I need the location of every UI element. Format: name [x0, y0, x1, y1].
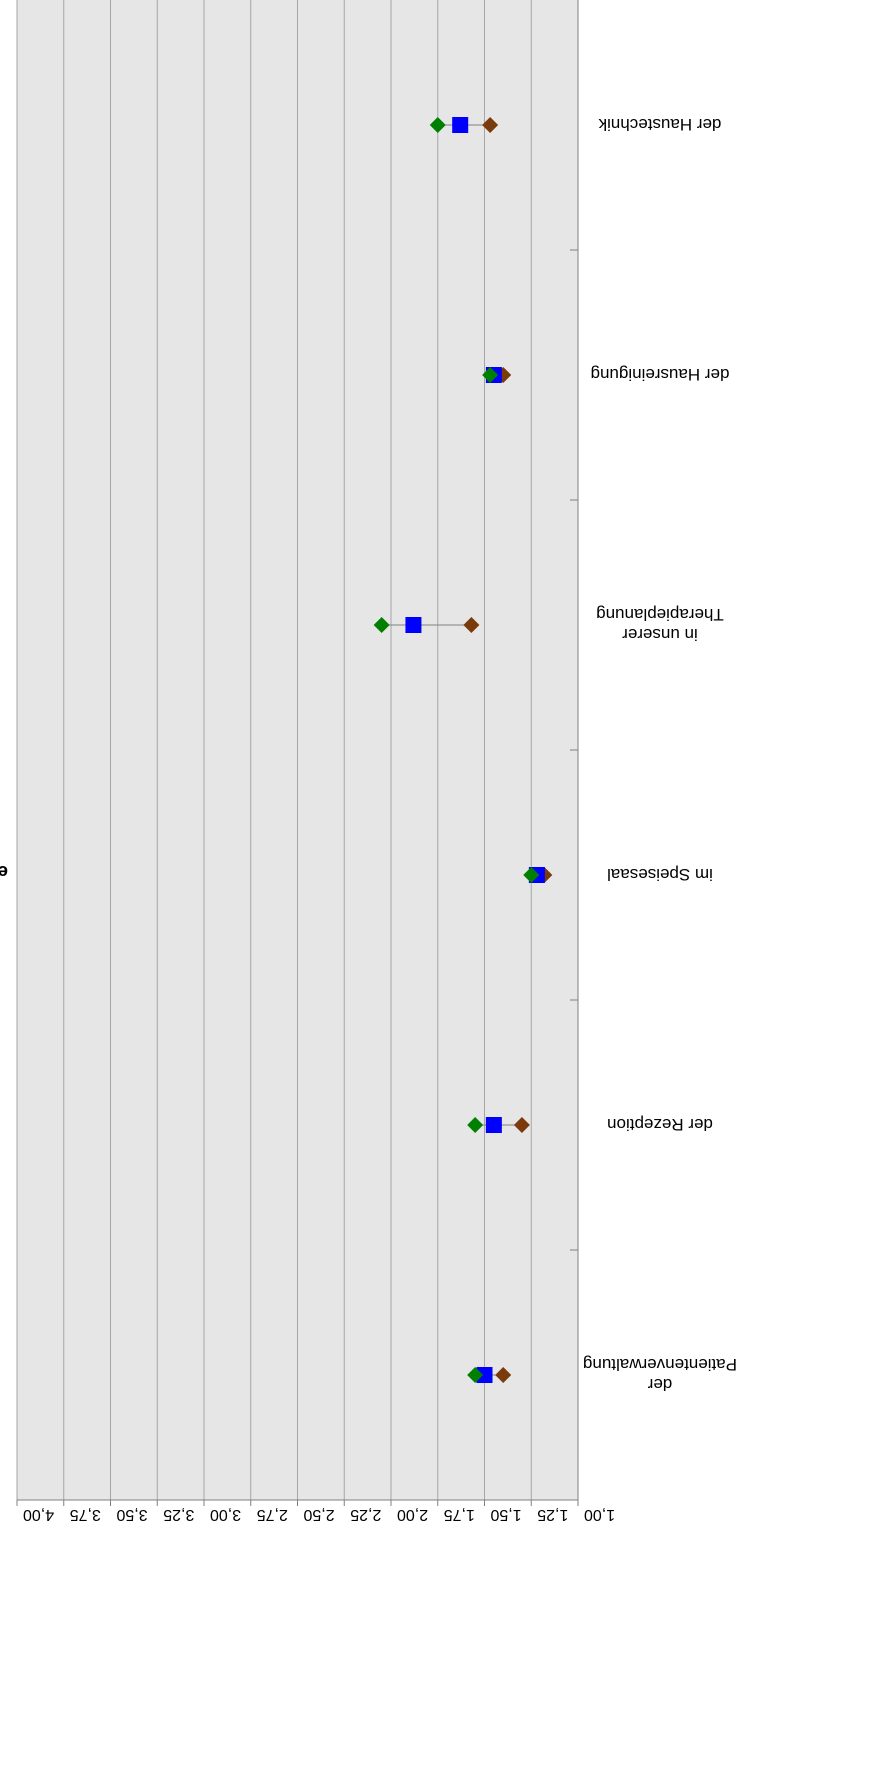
data-point-diamond [523, 867, 540, 883]
value-tick-label: 2,50 [303, 1506, 334, 1523]
category-label: in unsererTherapieplanung [596, 605, 724, 644]
value-tick-label: 2,00 [397, 1506, 428, 1523]
data-point-diamond [513, 1117, 530, 1133]
value-tick-label: 2,25 [350, 1506, 381, 1523]
value-tick-label: 3,50 [116, 1506, 147, 1523]
data-markers [373, 117, 553, 1383]
value-tick-label: 4,00 [23, 1506, 54, 1523]
category-label: der Hausreinigung [591, 365, 730, 384]
data-point-diamond [373, 617, 390, 633]
category-label: im Speisesaal [607, 865, 713, 884]
value-tick-label: 1,00 [584, 1506, 615, 1523]
value-tick-label: 3,00 [210, 1506, 241, 1523]
data-point-square [452, 117, 469, 133]
data-point-diamond [482, 117, 499, 133]
partial-edge-label: e [0, 862, 8, 882]
value-tick-label: 3,25 [163, 1506, 194, 1523]
data-point-diamond [467, 1367, 484, 1383]
data-point-square [405, 617, 422, 633]
data-point-square [476, 1367, 493, 1383]
data-point-diamond [467, 1117, 484, 1133]
value-tick-label: 1,25 [537, 1506, 568, 1523]
gridlines [16, 0, 532, 1500]
value-tick-label: 1,50 [490, 1506, 521, 1523]
value-tick-label: 2,75 [257, 1506, 288, 1523]
category-label: derPatientenverwaltung [583, 1355, 737, 1394]
data-point-square [485, 1117, 502, 1133]
value-tick-label: 3,75 [70, 1506, 101, 1523]
data-point-diamond [463, 617, 480, 633]
data-point-diamond [429, 117, 446, 133]
category-label: der Rezeption [607, 1115, 713, 1134]
category-label: der Haustechnik [598, 115, 721, 134]
data-point-diamond [495, 1367, 512, 1383]
data-point-diamond [482, 367, 499, 383]
axis-labels: 1,00 1,25 1,50 1,75 2,00 2,25 2,50 2,75 3,00 3,25… [23, 115, 737, 1523]
value-tick-label: 1,75 [444, 1506, 475, 1523]
axes [16, 0, 579, 1506]
